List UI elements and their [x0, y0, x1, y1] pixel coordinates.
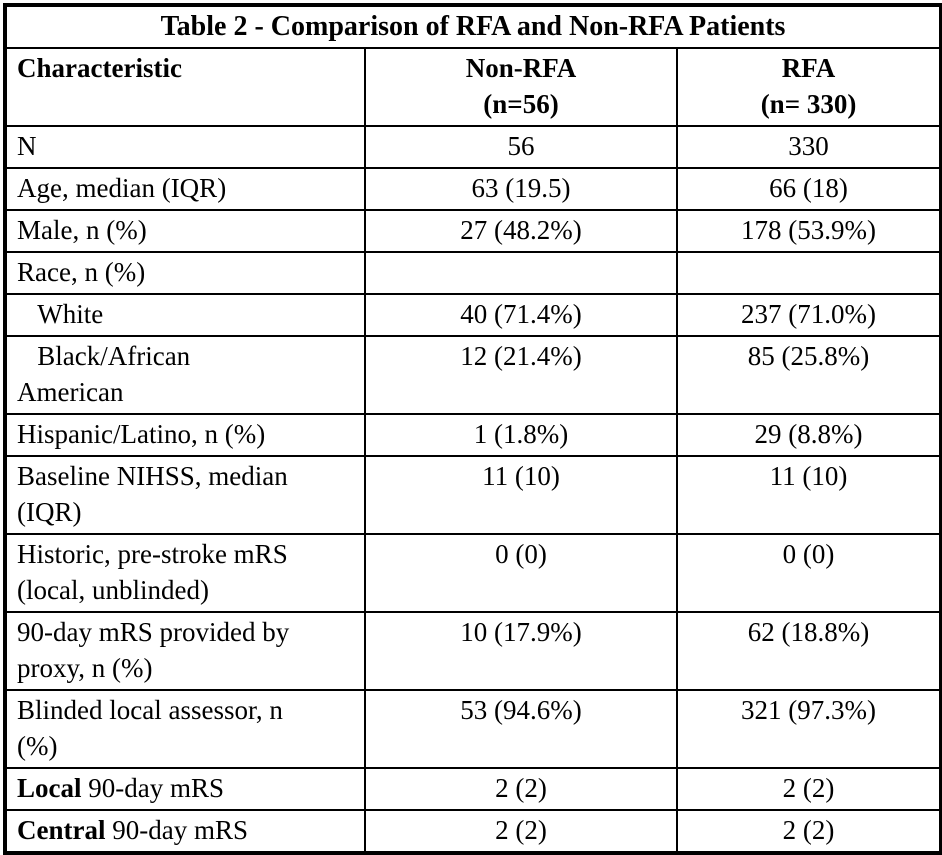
cell-non-rfa: 11 (10) — [364, 455, 678, 535]
cell-rfa: 178 (53.9%) — [675, 209, 942, 253]
table-row-blinded-local-assessor: Blinded local assessor, n (%) 53 (94.6%)… — [4, 689, 942, 769]
cell-rfa: 85 (25.8%) — [675, 335, 942, 415]
cell-rfa: 0 (0) — [675, 533, 942, 613]
cell-rfa: 321 (97.3%) — [675, 689, 942, 769]
cell-non-rfa: 27 (48.2%) — [364, 209, 678, 253]
cell-rfa: 29 (8.8%) — [675, 413, 942, 457]
cell-rfa: 330 — [675, 125, 942, 169]
cell-non-rfa — [364, 251, 678, 295]
cell-non-rfa: 40 (71.4%) — [364, 293, 678, 337]
col-header-rfa: RFA (n= 330) — [675, 47, 942, 127]
row-label: Blinded local assessor, n (%) — [4, 689, 366, 769]
row-label: Male, n (%) — [4, 209, 366, 253]
cell-rfa: 66 (18) — [675, 167, 942, 211]
row-label-rest: 90-day mRS — [81, 773, 225, 803]
row-label: Age, median (IQR) — [4, 167, 366, 211]
cell-non-rfa: 12 (21.4%) — [364, 335, 678, 415]
row-label: 90-day mRS provided by proxy, n (%) — [4, 611, 366, 691]
comparison-table: Table 2 - Comparison of RFA and Non-RFA … — [3, 3, 942, 855]
col-header-characteristic: Characteristic — [4, 47, 366, 127]
row-label: Local 90-day mRS — [4, 767, 366, 811]
table-row-local-90day-mrs: Local 90-day mRS 2 (2) 2 (2) — [4, 767, 942, 811]
cell-rfa: 11 (10) — [675, 455, 942, 535]
cell-rfa: 62 (18.8%) — [675, 611, 942, 691]
table-row-white: White 40 (71.4%) 237 (71.0%) — [4, 293, 942, 337]
row-label: Baseline NIHSS, median (IQR) — [4, 455, 366, 535]
row-label: White — [4, 293, 366, 337]
table-row-n: N 56 330 — [4, 125, 942, 169]
table-row-historic-prestroke-mrs: Historic, pre-stroke mRS (local, unblind… — [4, 533, 942, 613]
cell-non-rfa: 10 (17.9%) — [364, 611, 678, 691]
page: Table 2 - Comparison of RFA and Non-RFA … — [3, 3, 942, 855]
cell-rfa: 2 (2) — [675, 809, 942, 854]
table-row-race: Race, n (%) — [4, 251, 942, 295]
table-row-hispanic-latino: Hispanic/Latino, n (%) 1 (1.8%) 29 (8.8%… — [4, 413, 942, 457]
row-label: Central 90-day mRS — [4, 809, 366, 854]
table-row-age: Age, median (IQR) 63 (19.5) 66 (18) — [4, 167, 942, 211]
table-row-male: Male, n (%) 27 (48.2%) 178 (53.9%) — [4, 209, 942, 253]
cell-non-rfa: 56 — [364, 125, 678, 169]
table-row-black-african-american: Black/African American 12 (21.4%) 85 (25… — [4, 335, 942, 415]
row-label: N — [4, 125, 366, 169]
table-row-90day-mrs-proxy: 90-day mRS provided by proxy, n (%) 10 (… — [4, 611, 942, 691]
table-title: Table 2 - Comparison of RFA and Non-RFA … — [3, 4, 942, 49]
table-header-row: Characteristic Non-RFA (n=56) RFA (n= 33… — [4, 47, 942, 127]
cell-non-rfa: 0 (0) — [364, 533, 678, 613]
cell-non-rfa: 1 (1.8%) — [364, 413, 678, 457]
row-label-rest: 90-day mRS — [105, 815, 248, 845]
col-header-non-rfa: Non-RFA (n=56) — [364, 47, 678, 127]
cell-rfa: 237 (71.0%) — [675, 293, 942, 337]
table-title-row: Table 2 - Comparison of RFA and Non-RFA … — [3, 4, 942, 49]
row-label: Hispanic/Latino, n (%) — [4, 413, 366, 457]
row-label-bold-part: Local — [17, 773, 82, 803]
row-label-bold-part: Central — [17, 815, 106, 845]
cell-non-rfa: 53 (94.6%) — [364, 689, 678, 769]
table-row-baseline-nihss: Baseline NIHSS, median (IQR) 11 (10) 11 … — [4, 455, 942, 535]
cell-non-rfa: 2 (2) — [364, 767, 678, 811]
row-label: Black/African American — [4, 335, 366, 415]
cell-rfa — [675, 251, 942, 295]
cell-rfa: 2 (2) — [675, 767, 942, 811]
row-label: Race, n (%) — [4, 251, 366, 295]
table-row-central-90day-mrs: Central 90-day mRS 2 (2) 2 (2) — [4, 809, 942, 854]
cell-non-rfa: 63 (19.5) — [364, 167, 678, 211]
row-label: Historic, pre-stroke mRS (local, unblind… — [4, 533, 366, 613]
cell-non-rfa: 2 (2) — [364, 809, 678, 854]
